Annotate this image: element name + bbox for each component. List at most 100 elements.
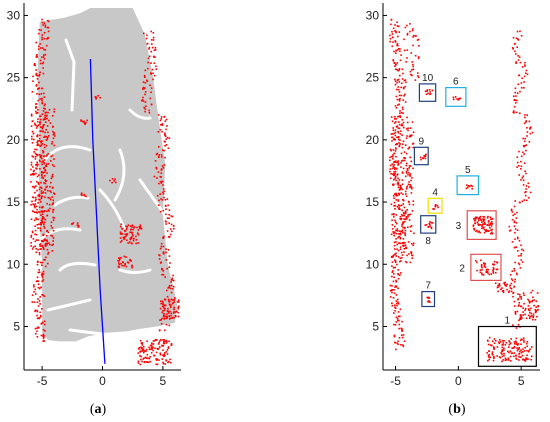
obstacle-point [160,198,162,200]
obstacle-point [394,65,396,67]
obstacle-point [395,285,397,287]
obstacle-point [393,152,395,155]
obstacle-point [137,362,140,364]
obstacle-point [36,175,39,178]
obstacle-point [397,25,400,28]
obstacle-point [397,256,400,258]
obstacle-point [395,194,398,197]
obstacle-point [396,248,398,251]
obstacle-point [493,355,495,358]
obstacle-point [400,334,403,337]
obstacle-point [394,30,396,32]
obstacle-point [393,241,396,244]
obstacle-point [41,240,43,242]
obstacle-point [394,24,396,26]
obstacle-point [481,273,483,276]
obstacle-point [40,154,43,157]
obstacle-point [523,122,526,125]
obstacle-point [522,184,525,186]
obstacle-point [393,225,396,228]
obstacle-point [397,287,399,290]
obstacle-point [45,242,47,245]
obstacle-point [517,323,520,326]
obstacle-point [398,68,401,70]
obstacle-point [33,205,36,208]
obstacle-point [131,265,133,267]
obstacle-point [476,269,478,272]
obstacle-point [164,304,166,306]
obstacle-point [402,198,404,201]
obstacle-point [36,330,38,333]
obstacle-point [36,120,39,123]
obstacle-point [42,340,44,342]
obstacle-point [396,68,398,71]
obstacle-point [125,256,127,258]
obstacle-point [519,294,521,296]
obstacle-point [168,360,170,363]
obstacle-point [170,344,173,346]
obstacle-point [404,101,407,103]
obstacle-point [523,302,525,305]
obstacle-point [39,59,42,62]
obstacle-point [163,309,166,312]
obstacle-point [424,90,427,93]
obstacle-point [424,224,427,226]
obstacle-point [145,350,147,352]
obstacle-point [403,159,406,162]
obstacle-point [144,108,147,110]
obstacle-point [41,173,43,176]
obstacle-point [498,285,501,287]
obstacle-point [522,311,524,313]
obstacle-point [49,198,52,201]
obstacle-point [162,245,165,248]
obstacle-point [528,349,530,352]
obstacle-point [394,204,397,207]
obstacle-point [403,212,405,215]
obstacle-point [165,138,167,140]
obstacle-point [402,203,405,205]
obstacle-point [391,133,394,135]
obstacle-point [166,198,169,200]
obstacle-point [148,48,150,50]
obstacle-point [47,262,49,265]
obstacle-point [405,81,407,84]
obstacle-point [394,40,396,42]
obstacle-point [408,253,410,255]
obstacle-point [163,317,166,319]
obstacle-point [38,206,41,209]
obstacle-point [495,268,498,271]
obstacle-point [398,207,400,209]
obstacle-point [519,339,522,342]
obstacle-point [406,209,408,211]
obstacle-point [410,225,413,227]
obstacle-point [397,311,400,313]
obstacle-point [39,223,42,226]
obstacle-point [515,111,518,114]
obstacle-point [396,206,399,208]
obstacle-point [490,273,492,275]
obstacle-point [48,242,50,244]
obstacle-point [406,185,409,188]
obstacle-point [118,266,121,269]
obstacle-point [402,345,405,348]
obstacle-point [512,291,515,294]
obstacle-point [37,194,39,197]
obstacle-point [154,56,156,58]
obstacle-point [389,159,391,162]
obstacle-point [138,348,140,350]
obstacle-point [393,292,396,294]
obstacle-point [400,166,402,168]
obstacle-point [131,234,134,236]
obstacle-point [44,179,46,181]
obstacle-point [489,232,492,235]
obstacle-point [489,227,491,229]
obstacle-point [119,233,122,235]
obstacle-point [395,107,398,109]
obstacle-point [525,121,527,123]
obstacle-point [42,337,45,340]
obstacle-point [164,340,167,343]
obstacle-point [405,247,407,249]
obstacle-point [166,136,169,139]
obstacle-point [165,342,168,344]
